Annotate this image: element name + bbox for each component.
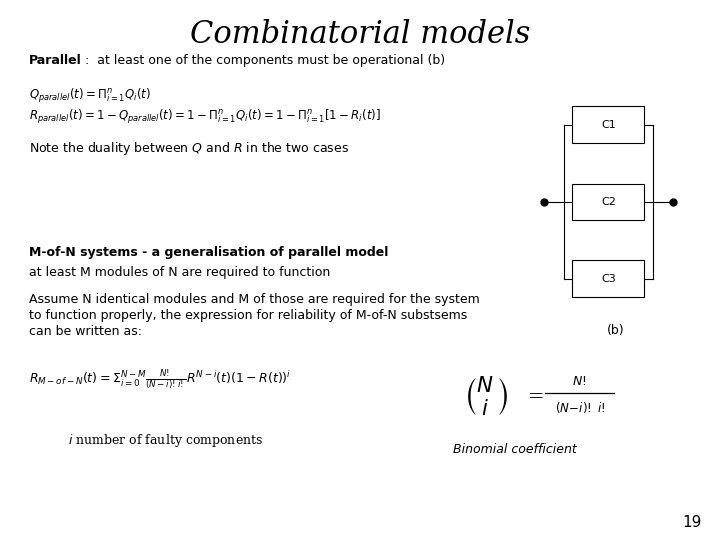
Text: Parallel: Parallel: [29, 54, 81, 67]
Text: to function properly, the expression for reliability of M-of-N substsems: to function properly, the expression for…: [29, 309, 467, 322]
Text: M-of-N systems - a generalisation of parallel model: M-of-N systems - a generalisation of par…: [29, 246, 388, 259]
Text: :  at least one of the components must be operational (b): : at least one of the components must be…: [85, 54, 445, 67]
Text: 19: 19: [683, 515, 702, 530]
Text: Note the duality between $Q$ and $R$ in the two cases: Note the duality between $Q$ and $R$ in …: [29, 140, 349, 157]
Text: at least M modules of N are required to function: at least M modules of N are required to …: [29, 266, 330, 279]
Text: $R_{parallel}(t) = 1 - Q_{parallel}(t) = 1 - \Pi_{i=1}^{n}Q_i(t) = 1 - \Pi_{i=1}: $R_{parallel}(t) = 1 - Q_{parallel}(t) =…: [29, 108, 381, 126]
Text: C2: C2: [601, 197, 616, 207]
Text: $N!$: $N!$: [572, 375, 587, 388]
Text: can be written as:: can be written as:: [29, 325, 142, 338]
Text: Assume N identical modules and M of those are required for the system: Assume N identical modules and M of thos…: [29, 293, 480, 306]
Text: =: =: [528, 388, 544, 406]
Text: $Q_{parallel}(t) = \Pi_{i=1}^{n}Q_i(t)$: $Q_{parallel}(t) = \Pi_{i=1}^{n}Q_i(t)$: [29, 87, 150, 105]
Text: $i$ number of faulty components: $i$ number of faulty components: [68, 432, 264, 449]
Bar: [572, 184, 644, 220]
Text: (b): (b): [607, 324, 624, 337]
Text: $\binom{N}{i}$: $\binom{N}{i}$: [463, 375, 509, 419]
Text: Binomial coefficient: Binomial coefficient: [453, 443, 577, 456]
Text: Combinatorial models: Combinatorial models: [190, 19, 530, 50]
Bar: [572, 106, 644, 143]
Text: C3: C3: [601, 274, 616, 284]
Bar: [572, 260, 644, 297]
Text: $R_{M-of-N}(t) = \Sigma_{i=0}^{N-M}\frac{N!}{(N-i)!i!}R^{N-i}(t)(1-R(t))^i$: $R_{M-of-N}(t) = \Sigma_{i=0}^{N-M}\frac…: [29, 368, 291, 392]
Text: $(N\!-\!i)!\;i!$: $(N\!-\!i)!\;i!$: [554, 400, 605, 415]
Text: C1: C1: [601, 120, 616, 130]
